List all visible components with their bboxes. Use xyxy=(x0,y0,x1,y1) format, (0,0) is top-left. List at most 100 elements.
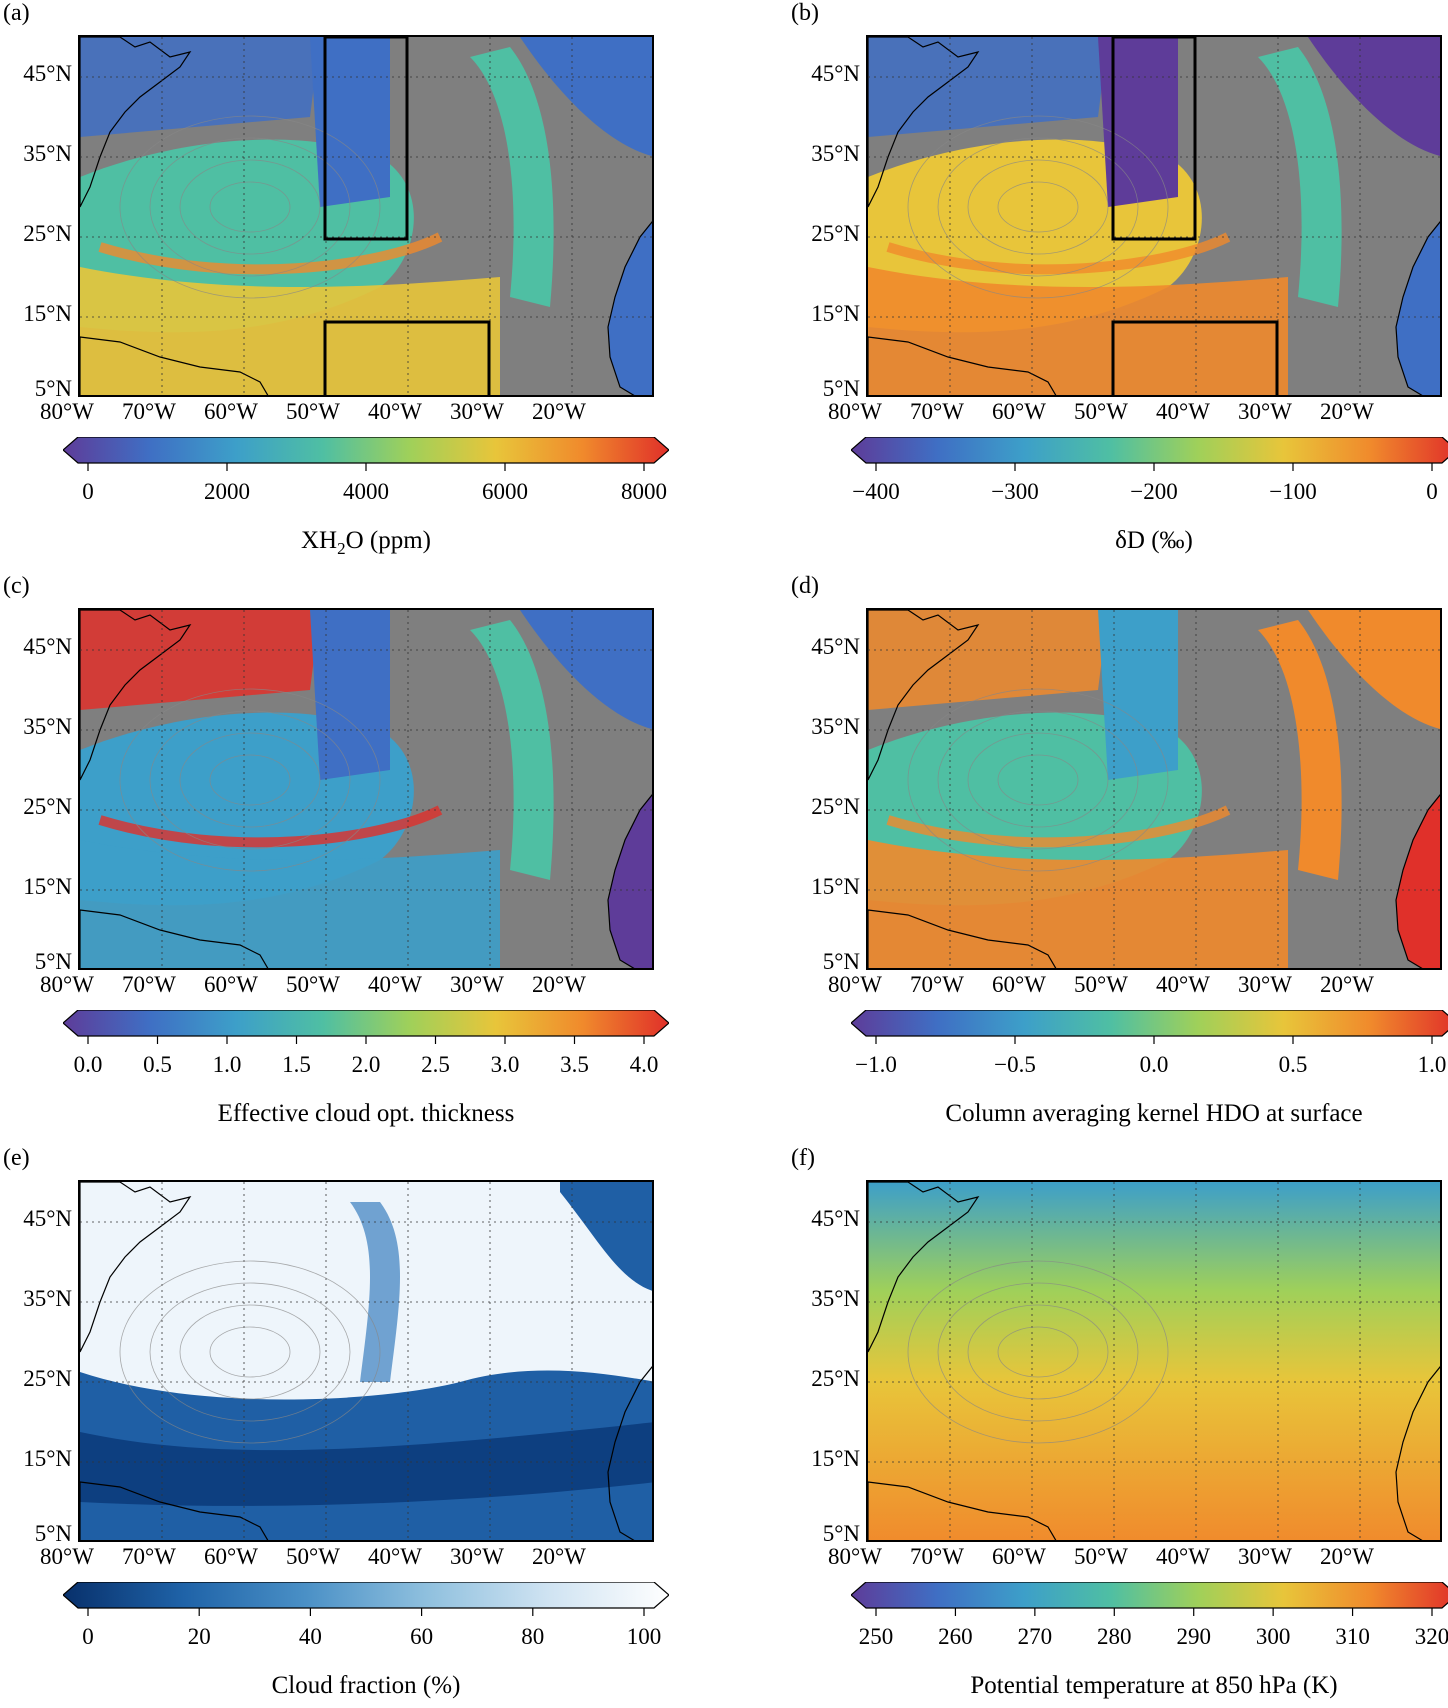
lat-label: 45°N xyxy=(23,634,72,659)
colorbar-label-part: 2 xyxy=(337,539,346,558)
coastline xyxy=(868,336,1057,395)
coastline xyxy=(80,1481,269,1540)
colorbar-label: Cloud fraction (%) xyxy=(271,1672,461,1699)
data-swath xyxy=(80,610,320,710)
colorbar-label: Effective cloud opt. thickness xyxy=(217,1100,515,1127)
lon-label: 20°W xyxy=(1320,972,1374,997)
lat-label: 35°N xyxy=(811,714,860,739)
coastline xyxy=(868,37,980,208)
panel-label: (d) xyxy=(791,573,819,599)
lon-label: 30°W xyxy=(450,1544,504,1569)
colorbar-tick-label: 0.5 xyxy=(143,1052,172,1077)
lon-label: 70°W xyxy=(122,972,176,997)
data-swath xyxy=(520,610,652,729)
map-canvas xyxy=(868,37,1440,395)
coastline xyxy=(868,610,980,781)
coastline xyxy=(80,610,192,781)
map-canvas xyxy=(868,1182,1440,1540)
map-area xyxy=(866,1180,1442,1542)
coastline xyxy=(868,1182,980,1353)
lon-label: 80°W xyxy=(828,1544,882,1569)
colorbar-gradient xyxy=(851,1582,1448,1609)
pressure-contour xyxy=(967,732,1109,828)
lon-label: 70°W xyxy=(122,1544,176,1569)
lat-label: 15°N xyxy=(23,874,72,899)
colorbar-label: Potential temperature at 850 hPa (K) xyxy=(970,1672,1338,1699)
lon-label: 40°W xyxy=(1156,1544,1210,1569)
pressure-contour xyxy=(997,754,1079,806)
lat-label: 15°N xyxy=(23,301,72,326)
colorbar-tick-label: 1.0 xyxy=(1417,1052,1447,1077)
lat-label: 45°N xyxy=(811,634,860,659)
pressure-contour xyxy=(907,688,1169,872)
data-swath xyxy=(608,222,652,395)
lat-label: 15°N xyxy=(23,1446,72,1471)
pressure-contour xyxy=(937,137,1139,277)
lon-label: 60°W xyxy=(992,399,1046,424)
lon-label: 70°W xyxy=(122,399,176,424)
data-swath xyxy=(80,37,320,137)
lat-label: 35°N xyxy=(23,1286,72,1311)
coastline xyxy=(607,221,652,395)
colorbar xyxy=(63,1010,669,1044)
lat-label: 5°N xyxy=(822,1521,860,1546)
coastline xyxy=(868,1481,1057,1540)
pressure-contour xyxy=(907,1260,1169,1444)
pressure-contour xyxy=(997,1326,1079,1378)
panel-label: (a) xyxy=(3,0,30,26)
colorbar-label: Column averaging kernel HDO at surface xyxy=(945,1100,1363,1127)
lon-label: 80°W xyxy=(828,972,882,997)
data-swath xyxy=(1396,795,1440,968)
pressure-contour xyxy=(937,710,1139,850)
colorbar-label: XH2O (ppm) xyxy=(58,527,674,559)
lon-label: 80°W xyxy=(828,399,882,424)
pressure-contour xyxy=(179,732,321,828)
lon-label: 80°W xyxy=(40,1544,94,1569)
region-box xyxy=(323,37,409,241)
data-swath xyxy=(520,37,652,156)
pressure-contour xyxy=(119,1260,381,1444)
lon-label: 30°W xyxy=(450,972,504,997)
panel-label: (b) xyxy=(791,0,819,26)
lon-label: 70°W xyxy=(910,972,964,997)
coastline xyxy=(80,336,269,395)
lon-label: 20°W xyxy=(1320,399,1374,424)
colorbar-gradient xyxy=(63,437,669,464)
colorbar xyxy=(851,1010,1448,1044)
colorbar-gradient xyxy=(851,1010,1448,1037)
pressure-contour xyxy=(119,688,381,872)
coastline xyxy=(1395,221,1440,395)
map-area xyxy=(866,608,1442,970)
lon-label: 50°W xyxy=(1074,399,1128,424)
lat-label: 25°N xyxy=(811,221,860,246)
data-swath xyxy=(868,37,1108,137)
colorbar-tick-label: 290 xyxy=(1176,1624,1211,1649)
pressure-contour xyxy=(149,1282,351,1422)
colorbar xyxy=(63,437,669,471)
pressure-contour xyxy=(907,115,1169,299)
colorbar-tick-label: 8000 xyxy=(621,479,667,504)
lat-label: 25°N xyxy=(23,794,72,819)
colorbar-gradient xyxy=(63,1582,669,1609)
lon-label: 50°W xyxy=(286,1544,340,1569)
lon-label: 40°W xyxy=(368,399,422,424)
lon-label: 60°W xyxy=(992,1544,1046,1569)
lat-label: 25°N xyxy=(811,794,860,819)
colorbar-tick-label: 100 xyxy=(626,1624,662,1649)
lon-label: 30°W xyxy=(1238,399,1292,424)
coastline xyxy=(868,909,1057,968)
colorbar-tick-label: 260 xyxy=(938,1624,973,1649)
pressure-contour xyxy=(149,710,351,850)
lon-label: 20°W xyxy=(532,972,586,997)
data-swath xyxy=(608,795,652,968)
lon-label: 70°W xyxy=(910,1544,964,1569)
colorbar-tick-label: 300 xyxy=(1255,1624,1291,1649)
pressure-contour xyxy=(967,159,1109,255)
pressure-contour xyxy=(119,115,381,299)
pressure-contour xyxy=(179,1304,321,1400)
colorbar-gradient xyxy=(851,437,1448,464)
data-swath xyxy=(470,620,554,880)
colorbar-tick-label: 2000 xyxy=(204,479,250,504)
colorbar-tick-label: −0.5 xyxy=(994,1052,1036,1077)
pressure-contour xyxy=(967,1304,1109,1400)
